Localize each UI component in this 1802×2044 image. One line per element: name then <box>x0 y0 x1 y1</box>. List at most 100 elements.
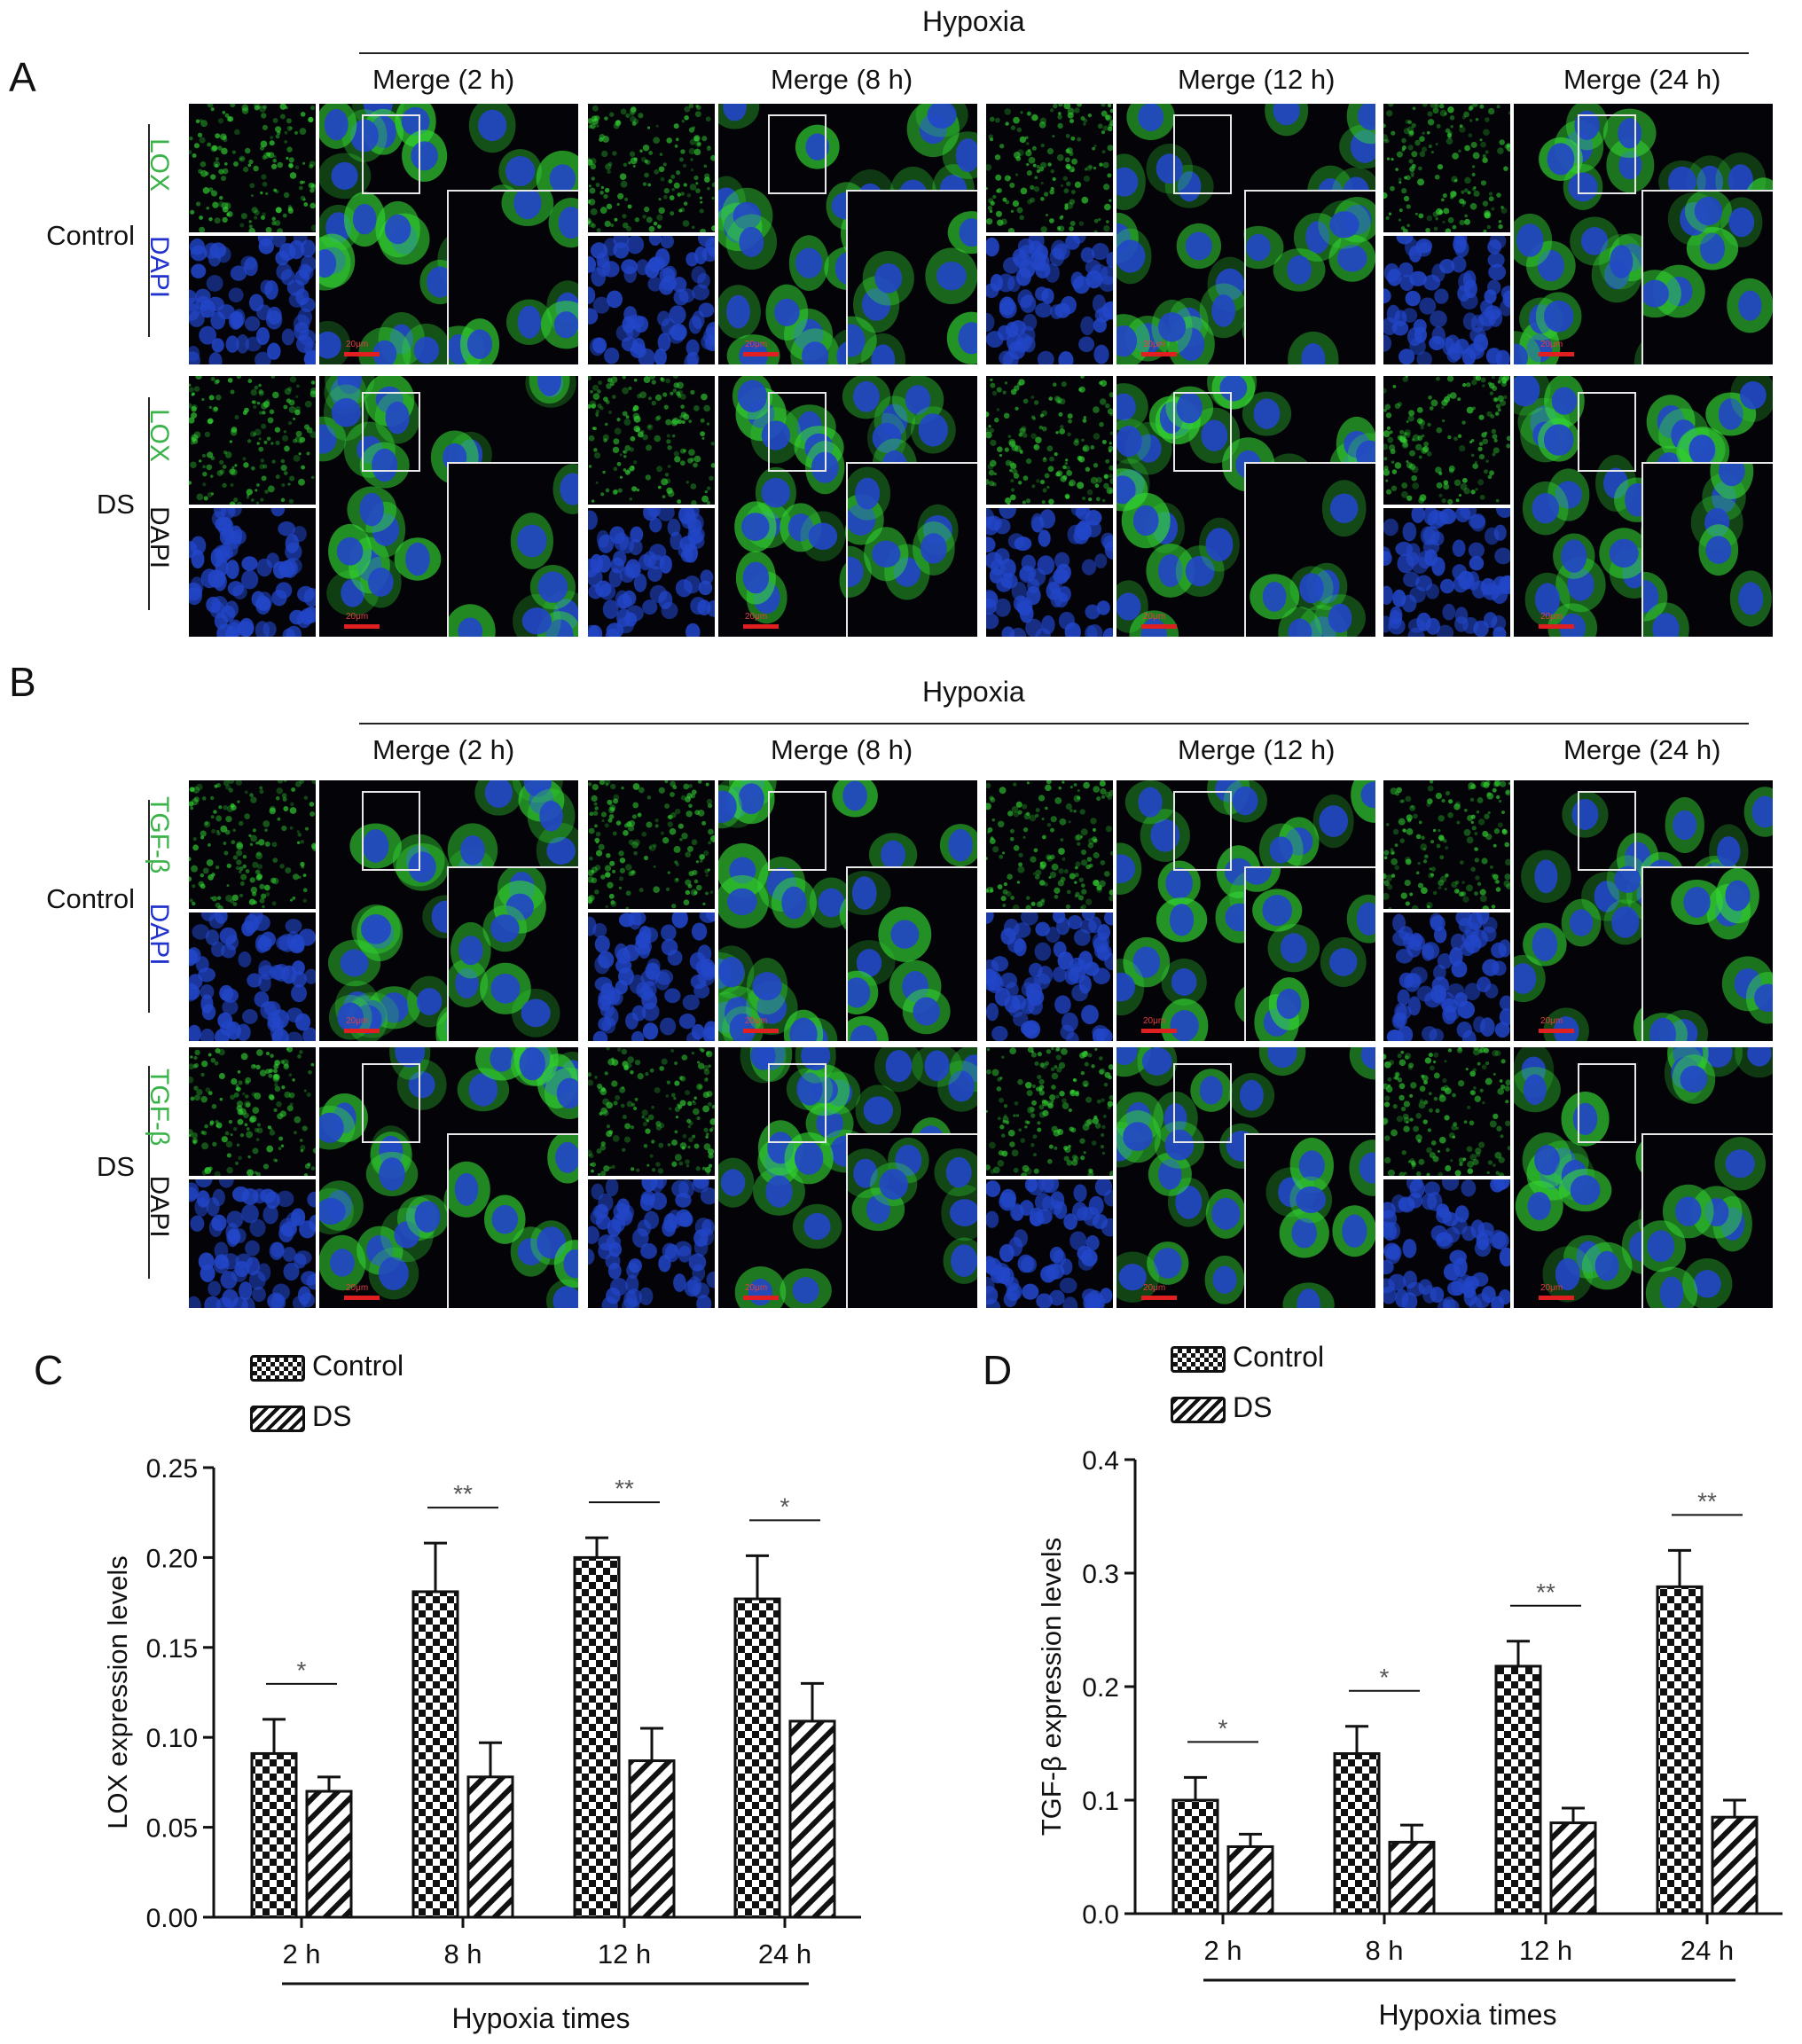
panel-b-merge-label-2h: Merge (2 h) <box>372 734 515 765</box>
roi-box <box>362 1063 420 1143</box>
A-control-24h-marker-image <box>1383 104 1510 232</box>
scale-bar <box>1539 1296 1574 1300</box>
chart-d-y-tick-label: 0.1 <box>1082 1787 1119 1816</box>
panel-d-letter: D <box>983 1347 1013 1393</box>
zoom-inset <box>846 462 977 637</box>
scale-bar-label: 20μm <box>1540 340 1563 349</box>
scale-bar <box>1141 1029 1177 1033</box>
roi-box <box>1173 791 1232 871</box>
roi-box <box>1578 791 1636 871</box>
A-ds-2h-merge-image: 20μm <box>319 376 578 637</box>
panel-a-merge-label-2h: Merge (2 h) <box>372 64 515 95</box>
roi-box <box>362 114 420 194</box>
B-ds-8h-marker-image <box>588 1047 715 1176</box>
scale-bar-label: 20μm <box>745 1016 768 1026</box>
panel-a-merge-label-24h: Merge (24 h) <box>1563 64 1721 95</box>
A-control-12h-marker-image <box>986 104 1113 232</box>
scale-bar <box>1539 624 1574 629</box>
roi-box <box>768 392 827 472</box>
chart-c-bar-control <box>573 1555 621 1919</box>
B-ds-12h-marker-image <box>986 1047 1113 1176</box>
B-ds-8h-merge-image: 20μm <box>718 1047 977 1308</box>
chart-d-x-tick-label: 8 h <box>1365 1935 1403 1966</box>
zoom-inset <box>1244 1133 1375 1308</box>
A-control-24h-dapi-image <box>1383 236 1510 364</box>
chart-c-bar-control <box>250 1751 298 1919</box>
A-control-2h-merge-image: 20μm <box>319 104 578 364</box>
scale-bar-label: 20μm <box>1143 612 1166 622</box>
chart-d-y-tick-label: 0.3 <box>1082 1560 1119 1589</box>
chart-c-y-tick-label: 0.15 <box>146 1634 198 1664</box>
roi-box <box>1578 114 1636 194</box>
scale-bar-label: 20μm <box>1540 612 1563 622</box>
B-control-2h-marker-image <box>189 780 316 909</box>
chart-d-bar-ds <box>1711 1815 1759 1915</box>
A-control-8h-dapi-image <box>588 236 715 364</box>
legend-item-control: Control <box>1171 1341 1324 1374</box>
A-control-12h-merge-image: 20μm <box>1116 104 1375 364</box>
chart-c-bar-ds <box>628 1759 676 1919</box>
B-ds-24h-dapi-image <box>1383 1179 1510 1308</box>
scale-bar-label: 20μm <box>1143 1283 1166 1293</box>
A-ds-2h-dapi-image <box>189 508 316 637</box>
scale-bar <box>1141 352 1177 356</box>
panel-a-row-ds-bracket <box>148 397 150 610</box>
scale-bar <box>743 1296 779 1300</box>
chart-d-significance-mark: * <box>1218 1714 1228 1742</box>
B-control-8h-marker-image <box>588 780 715 909</box>
B-control-24h-dapi-image <box>1383 912 1510 1041</box>
chart-d-bar-ds <box>1226 1844 1274 1915</box>
A-control-8h-merge-image: 20μm <box>718 104 977 364</box>
hatch-swatch-icon <box>1171 1396 1226 1423</box>
panel-b-row-control-bracket <box>148 800 150 1013</box>
scale-bar-label: 20μm <box>346 1016 369 1026</box>
chart-d-bar-control <box>1171 1798 1219 1915</box>
scale-bar-label: 20μm <box>1143 1016 1166 1026</box>
chart-d-y-tick-label: 0.4 <box>1082 1446 1119 1476</box>
chart-c-significance-mark: * <box>780 1492 790 1520</box>
zoom-inset <box>1641 190 1773 364</box>
chart-c-significance-mark: ** <box>615 1475 634 1502</box>
roi-box <box>768 791 827 871</box>
chart-d-significance-mark: ** <box>1536 1578 1555 1606</box>
scale-bar-label: 20μm <box>745 1283 768 1293</box>
chart-c-y-tick-label: 0.05 <box>146 1814 198 1844</box>
legend-item-ds: DS <box>250 1400 403 1433</box>
B-control-24h-marker-image <box>1383 780 1510 909</box>
chart-d-x-tick-label: 12 h <box>1519 1935 1572 1966</box>
scale-bar-label: 20μm <box>1143 340 1166 349</box>
B-control-12h-merge-image: 20μm <box>1116 780 1375 1041</box>
chart-c-x-axis-label: Hypoxia times <box>452 2002 631 2034</box>
scale-bar-label: 20μm <box>346 612 369 622</box>
scale-bar <box>344 352 380 356</box>
chart-d-significance-mark: * <box>1380 1664 1390 1691</box>
A-ds-12h-dapi-image <box>986 508 1113 637</box>
legend-label: DS <box>312 1400 352 1432</box>
chart-c-y-tick-label: 0.00 <box>146 1904 198 1933</box>
A-ds-12h-marker-image <box>986 376 1113 505</box>
chart-c-bar-ds <box>788 1719 836 1919</box>
panel-d-legend: Control DS <box>1171 1341 1324 1424</box>
scale-bar <box>743 1029 779 1033</box>
legend-label: Control <box>1233 1341 1325 1373</box>
roi-box <box>1173 114 1232 194</box>
scale-bar <box>1141 1296 1177 1300</box>
B-ds-2h-marker-image <box>189 1047 316 1176</box>
checker-swatch-icon <box>250 1354 305 1382</box>
scale-bar <box>344 624 380 629</box>
A-ds-8h-dapi-image <box>588 508 715 637</box>
legend-label: DS <box>1233 1391 1273 1423</box>
chart-d-bar-ds <box>1549 1821 1597 1915</box>
chart-d-y-tick-label: 0.2 <box>1082 1673 1119 1703</box>
B-ds-24h-marker-image <box>1383 1047 1510 1176</box>
B-ds-2h-merge-image: 20μm <box>319 1047 578 1308</box>
scale-bar <box>743 624 779 629</box>
chart-c-y-tick-label: 0.10 <box>146 1724 198 1753</box>
chart-c-significance-mark: ** <box>453 1480 473 1508</box>
legend-item-ds: DS <box>1171 1391 1324 1424</box>
chart-c-bar-ds <box>305 1789 353 1919</box>
scale-bar <box>1539 1029 1574 1033</box>
zoom-inset <box>447 1133 578 1308</box>
zoom-inset <box>1641 866 1773 1041</box>
